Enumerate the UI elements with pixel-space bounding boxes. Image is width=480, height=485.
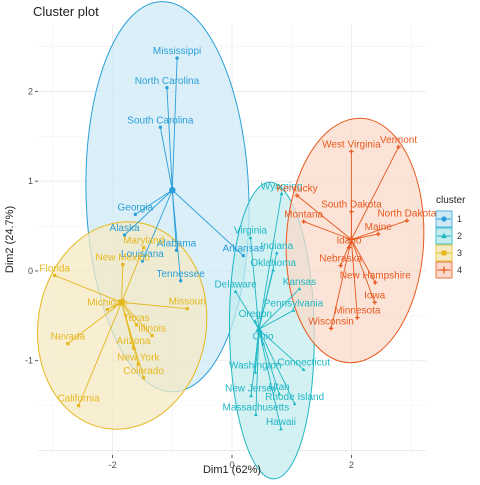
chart-title: Cluster plot [33,4,99,19]
label-georgia: Georgia [118,202,154,213]
label-oklahoma: Oklahoma [250,258,296,269]
label-arizona: Arizona [117,336,151,347]
label-connecticut: Connecticut [277,358,330,369]
label-kansas: Kansas [283,277,316,288]
label-new-mexico: New Mexico [96,253,151,264]
legend-label: 2 [457,231,462,241]
legend-label: 4 [457,265,462,275]
x-axis-label: Dim1 (62%) [203,464,261,476]
label-pennsylvania: Pennsylvania [264,298,324,309]
label-indiana: Indiana [260,241,293,252]
label-hawaii: Hawaii [266,417,296,428]
label-florida: Florida [39,263,70,274]
y-axis-label: Dim2 (24.7%) [4,206,16,273]
label-maine: Maine [365,222,393,233]
label-montana: Montana [284,210,323,221]
y-tick-label: 1 [28,176,33,186]
label-michigan: Michigan [87,298,127,309]
legend-item-2: 2 [436,228,462,244]
label-nevada: Nevada [51,332,86,343]
label-california: California [57,394,100,405]
label-west-virginia: West Virginia [322,140,381,151]
label-alaska: Alaska [110,223,140,234]
label-arkansas: Arkansas [222,244,264,255]
label-minnesota: Minnesota [334,306,381,317]
label-new-york: New York [117,352,160,363]
legend-title: cluster [436,195,466,206]
legend-item-3: 3 [436,245,462,261]
label-idaho: Idaho [336,236,361,247]
label-missouri: Missouri [169,297,206,308]
label-south-carolina: South Carolina [127,115,194,126]
cluster-1-center [169,187,175,193]
legend-marker-1 [441,216,446,221]
label-delaware: Delaware [214,280,257,291]
label-north-carolina: North Carolina [135,76,200,87]
x-tick-label: 2 [349,460,354,470]
legend-label: 3 [457,248,462,258]
label-new-hampshire: New Hampshire [340,271,412,282]
legend-item-1: 1 [436,211,462,227]
y-tick-label: 2 [28,86,33,96]
label-colorado: Colorado [123,366,164,377]
label-kentucky: Kentucky [276,184,317,195]
x-tick-label: -2 [109,460,117,470]
label-mississippi: Mississippi [153,46,201,57]
label-north-dakota: North Dakota [377,209,436,220]
label-tennessee: Tennessee [156,269,205,280]
label-texas: Texas [123,313,149,324]
label-ohio: Ohio [252,332,274,343]
y-tick-label: -1 [25,356,33,366]
legend-label: 1 [457,214,462,224]
legend: cluster 1 2 3 4 [436,195,466,278]
label-massachusetts: Massachusetts [223,403,290,414]
legend-marker-3 [442,251,447,256]
label-wisconsin: Wisconsin [308,316,354,327]
label-nebraska: Nebraska [319,254,362,265]
label-illinois: Illinois [138,324,166,335]
label-iowa: Iowa [364,290,386,301]
label-oregon: Oregon [239,309,272,320]
label-vermont: Vermont [380,135,417,146]
label-south-dakota: South Dakota [321,200,382,211]
label-rhode-island: Rhode Island [265,392,324,403]
label-virginia: Virginia [234,226,268,237]
label-washington: Washington [229,360,281,371]
label-maryland: Maryland [123,236,164,247]
legend-item-4: 4 [436,262,462,278]
y-tick-label: 0 [28,266,33,276]
